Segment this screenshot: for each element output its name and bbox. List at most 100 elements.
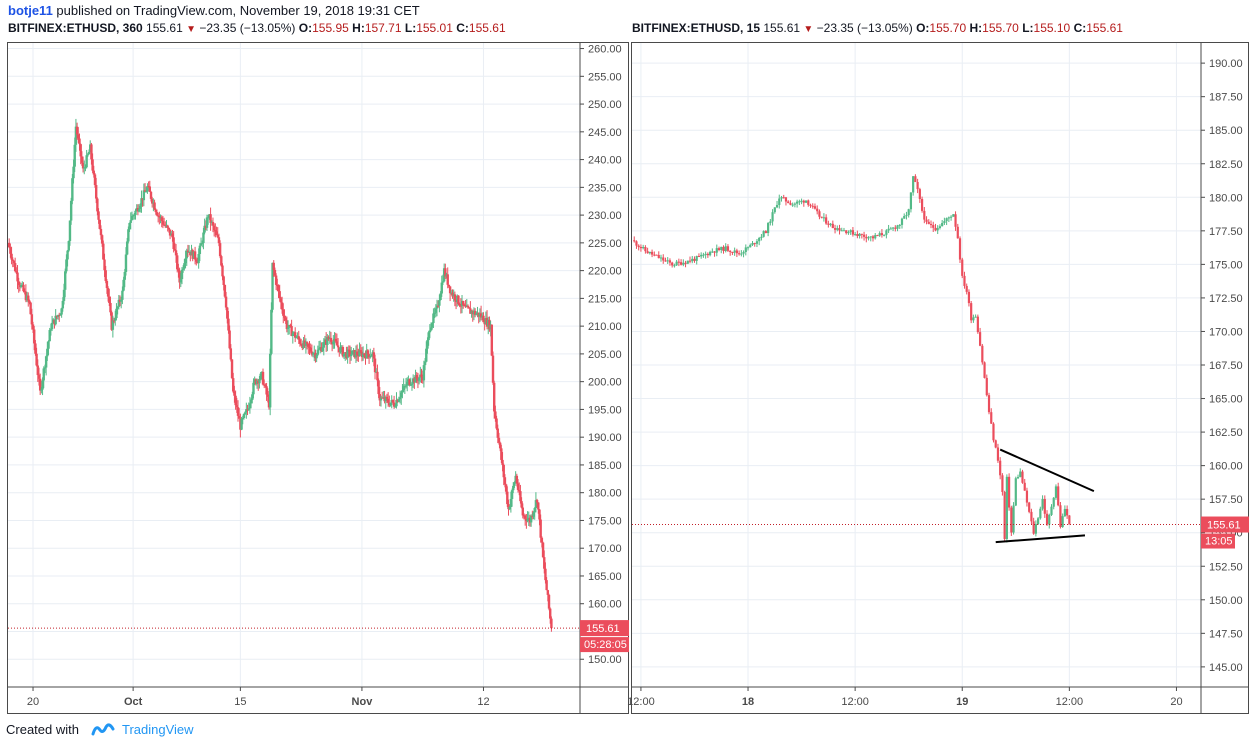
- y-tick-label: 147.50: [1209, 628, 1243, 640]
- candle-body: [164, 224, 167, 227]
- candle-body: [440, 282, 443, 294]
- candle-body: [395, 399, 398, 407]
- candle-body: [941, 222, 944, 227]
- candle-body: [385, 397, 389, 399]
- x-tick-label: Nov: [352, 696, 374, 708]
- y-tick-label: 235.00: [588, 182, 622, 194]
- candle-body: [516, 483, 520, 490]
- candle-body: [909, 192, 913, 210]
- right-symbol: BITFINEX:ETHUSD, 15: [632, 21, 761, 35]
- candle-body: [700, 254, 703, 257]
- candle-body: [105, 280, 109, 289]
- y-tick-label: 162.50: [1209, 427, 1243, 439]
- candle-body: [845, 230, 848, 234]
- candle-body: [775, 204, 779, 208]
- y-tick-label: 255.00: [588, 71, 622, 83]
- y-tick-label: 172.50: [1209, 293, 1243, 305]
- candle-body: [547, 594, 551, 609]
- x-tick-label: 12:00: [1056, 696, 1084, 708]
- candle-body: [78, 138, 81, 145]
- candle-body: [431, 323, 434, 328]
- candle-body: [506, 491, 509, 505]
- candle-body: [103, 259, 106, 271]
- candle-body: [1037, 518, 1040, 525]
- candle-body: [273, 269, 277, 276]
- candle-body: [49, 329, 53, 331]
- author-name[interactable]: botje11: [8, 3, 53, 18]
- candle-body: [996, 447, 1000, 461]
- candle-body: [93, 174, 97, 186]
- candle-body: [475, 313, 478, 315]
- candle-body: [787, 201, 790, 204]
- candle-body: [289, 325, 292, 327]
- candle-body: [488, 319, 491, 330]
- candle-body: [334, 338, 337, 342]
- candle-body: [1039, 508, 1042, 519]
- candle-body: [186, 250, 190, 252]
- candle-body: [108, 296, 111, 303]
- candle-body: [92, 170, 95, 175]
- candle-body: [532, 512, 535, 517]
- candle-body: [401, 390, 404, 393]
- y-tick-label: 175.00: [588, 515, 622, 527]
- candle-body: [987, 395, 991, 413]
- candle-body: [394, 406, 397, 408]
- candle-body: [423, 361, 427, 366]
- tradingview-link[interactable]: TradingView: [122, 722, 194, 737]
- candle-body: [17, 281, 20, 286]
- candle-body: [635, 241, 638, 246]
- close-label: C:: [1073, 21, 1087, 35]
- candle-body: [64, 271, 67, 290]
- candle-body: [386, 398, 390, 403]
- close-label: C:: [456, 21, 469, 35]
- candle-body: [706, 253, 709, 256]
- candle-body: [507, 504, 510, 510]
- candle-body: [329, 337, 333, 342]
- candle-body: [397, 399, 401, 402]
- candle-body: [332, 341, 335, 345]
- candle-body: [925, 219, 928, 222]
- candle-body: [252, 382, 255, 395]
- candle-body: [258, 379, 261, 384]
- candle-body: [883, 234, 886, 236]
- candle-body: [655, 254, 658, 256]
- candle-body: [833, 228, 837, 230]
- candle-body: [493, 382, 496, 412]
- tradingview-logo-icon[interactable]: [91, 722, 115, 739]
- candle-body: [347, 349, 351, 351]
- low-label: L:: [1022, 21, 1034, 35]
- candle-body: [316, 349, 320, 355]
- candle-body: [415, 375, 418, 379]
- candle-body: [1003, 491, 1006, 539]
- y-tick-label: 165.00: [1209, 394, 1243, 406]
- candle-body: [918, 189, 921, 199]
- candle-body: [545, 580, 548, 591]
- candle-body: [457, 295, 460, 304]
- candle-body: [916, 182, 919, 190]
- candle-body: [793, 203, 796, 205]
- candle-body: [197, 254, 200, 264]
- low-label: L:: [404, 21, 417, 35]
- candle-body: [91, 159, 94, 171]
- candle-body: [94, 185, 98, 199]
- candle-body: [148, 186, 152, 192]
- candle-body: [448, 286, 452, 294]
- candle-body: [494, 411, 497, 419]
- candle-body: [894, 227, 897, 229]
- candle-body: [519, 491, 522, 502]
- candle-body: [365, 350, 368, 359]
- candle-body: [428, 330, 432, 333]
- x-tick-label: 15: [234, 696, 246, 708]
- candle-body: [38, 378, 42, 391]
- x-tick-label: 19: [956, 696, 968, 708]
- candle-body: [856, 234, 859, 237]
- candle-body: [122, 279, 125, 291]
- candle-body: [435, 305, 439, 309]
- y-tick-label: 170.00: [588, 543, 622, 555]
- candle-body: [75, 126, 79, 135]
- candle-body: [339, 347, 342, 353]
- candle-body: [223, 284, 227, 297]
- candle-body: [212, 225, 216, 230]
- candle-body: [762, 231, 765, 237]
